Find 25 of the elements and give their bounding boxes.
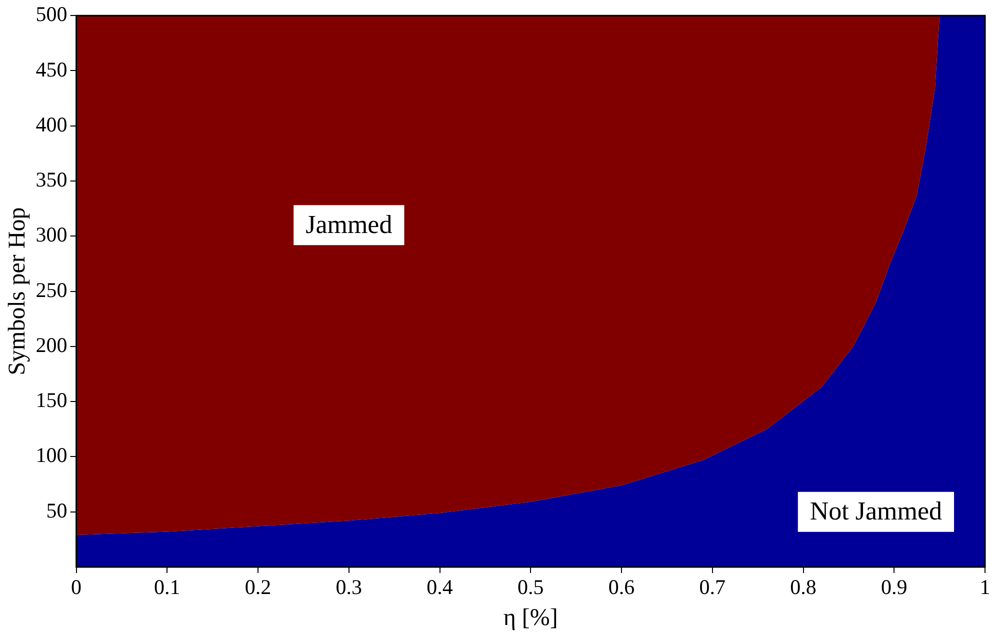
- x-tick-label: 0.4: [426, 575, 454, 600]
- x-tick-label: 0.6: [608, 575, 635, 600]
- y-tick-label: 400: [36, 112, 68, 136]
- y-axis-title: Symbols per Hop: [4, 207, 31, 376]
- x-tick-label: 0.8: [790, 575, 816, 600]
- y-tick-label: 350: [36, 168, 68, 192]
- x-tick-label: 0.2: [244, 575, 272, 600]
- y-tick-label: 150: [36, 388, 68, 412]
- x-tick-label: 1: [980, 575, 990, 600]
- x-tick-label: 0.5: [518, 575, 544, 600]
- y-tick-label: 200: [36, 332, 68, 357]
- y-tick-label: 50: [46, 498, 68, 522]
- y-tick-label: 500: [36, 2, 68, 26]
- x-tick-label: 0.3: [336, 575, 362, 600]
- annotation: Not Jammed: [810, 496, 942, 526]
- x-tick-label: 0: [71, 575, 82, 600]
- x-axis-title: η [%]: [503, 604, 558, 631]
- x-tick-label: 0.1: [154, 575, 180, 600]
- y-tick-label: 100: [36, 443, 68, 468]
- y-tick-label: 250: [36, 278, 68, 302]
- annotation: Jammed: [306, 210, 392, 239]
- y-tick-label: 300: [36, 222, 68, 247]
- x-tick-label: 0.9: [881, 575, 908, 600]
- y-tick-label: 450: [36, 57, 68, 82]
- x-tick-label: 0.7: [699, 575, 726, 600]
